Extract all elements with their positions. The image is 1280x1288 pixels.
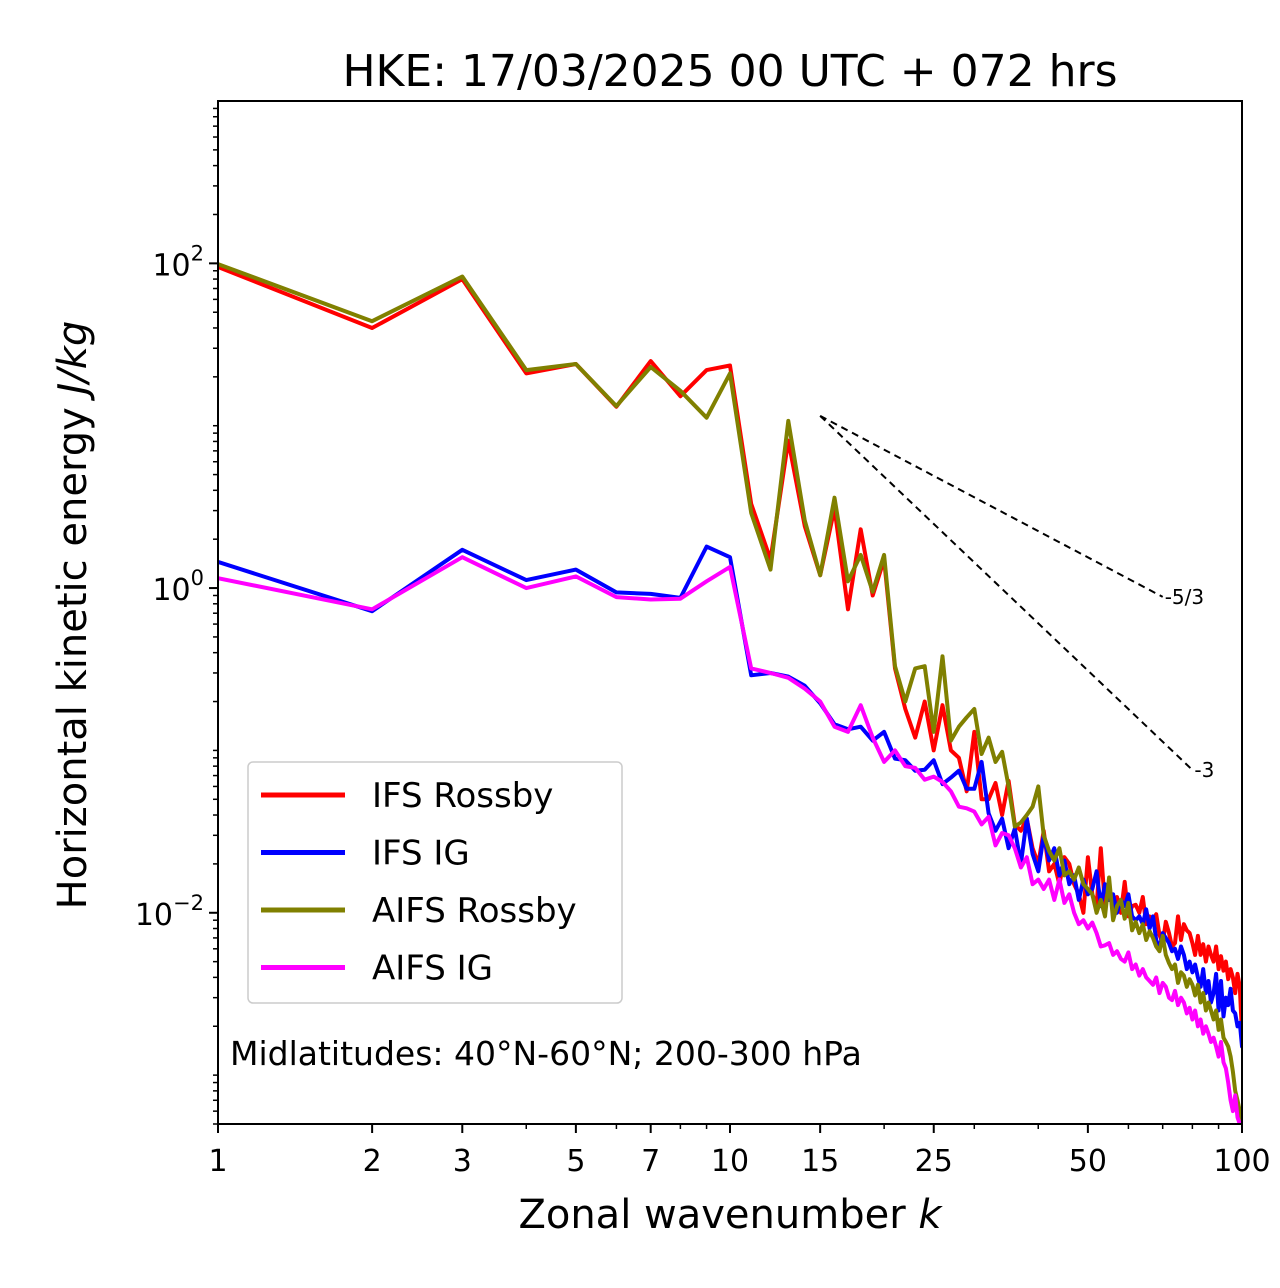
slope-label-5-3: -5/3 — [1165, 585, 1204, 609]
x-tick-label: 25 — [915, 1144, 953, 1179]
region-annotation: Midlatitudes: 40°N-60°N; 200-300 hPa — [230, 1034, 862, 1073]
x-tick-label: 10 — [711, 1144, 749, 1179]
y-axis-ticks: 102 100 10−2 — [135, 107, 218, 1125]
chart-title: HKE: 17/03/2025 00 UTC + 072 hrs — [342, 46, 1117, 97]
reference-slope-labels: -5/3 -3 — [1165, 585, 1215, 782]
x-axis-label-var: k — [918, 1192, 943, 1238]
x-tick-label: 3 — [453, 1144, 472, 1179]
y-tick-label: 10−2 — [135, 891, 204, 933]
x-axis-label: Zonal wavenumber k — [518, 1192, 943, 1238]
y-axis-label-unit: J/kg — [50, 321, 96, 402]
y-axis-label-text: Horizontal kinetic energy — [50, 407, 96, 909]
slope-line-5-3 — [819, 414, 1164, 598]
series-line-aifs-rossby — [218, 262, 1242, 1124]
series-lines — [218, 262, 1242, 1124]
x-tick-label: 2 — [363, 1144, 382, 1179]
x-tick-label: 100 — [1213, 1144, 1270, 1179]
y-tick-label: 100 — [152, 566, 204, 608]
x-tick-label: 50 — [1069, 1144, 1107, 1179]
x-axis-label-text: Zonal wavenumber — [518, 1192, 906, 1238]
x-tick-label: 7 — [641, 1144, 660, 1179]
x-tick-label: 1 — [208, 1144, 227, 1179]
legend-label-aifs-rossby: AIFS Rossby — [372, 891, 577, 931]
slope-label-3: -3 — [1194, 758, 1214, 782]
x-axis-ticks: 1 2 3 5 7 10 15 25 50 100 — [208, 1124, 1271, 1179]
slope-line-3 — [819, 415, 1194, 771]
legend-label-ifs-rossby: IFS Rossby — [372, 776, 553, 816]
legend-label-ifs-ig: IFS IG — [372, 834, 470, 874]
legend-label-aifs-ig: AIFS IG — [372, 949, 493, 989]
y-tick-label: 102 — [152, 241, 204, 283]
reference-slope-lines — [819, 414, 1194, 771]
legend-box — [247, 761, 623, 1004]
legend: IFS Rossby IFS IG AIFS Rossby AIFS IG — [247, 761, 623, 1004]
y-axis-label: Horizontal kinetic energy J/kg — [50, 321, 96, 910]
x-tick-label: 15 — [801, 1144, 839, 1179]
x-tick-label: 5 — [566, 1144, 585, 1179]
series-line-aifs-ig — [218, 555, 1242, 1124]
